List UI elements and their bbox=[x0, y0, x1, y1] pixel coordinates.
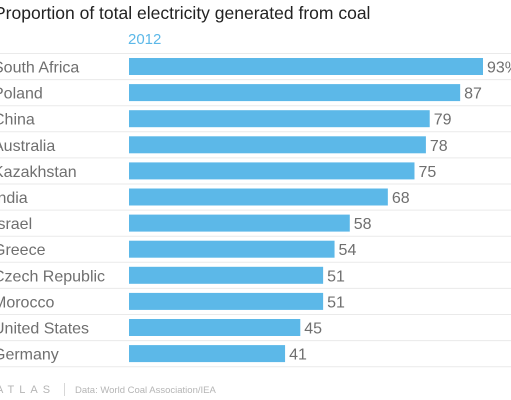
bar bbox=[129, 58, 483, 75]
chart-title: Proportion of total electricity generate… bbox=[0, 3, 371, 23]
bar bbox=[129, 266, 324, 284]
source-note: Data: World Coal Association/IEA bbox=[75, 385, 216, 396]
value-label: 41 bbox=[289, 347, 307, 364]
value-label: 87 bbox=[464, 86, 482, 103]
category-label: South Africa bbox=[0, 60, 79, 77]
bar bbox=[129, 345, 286, 363]
value-label: 78 bbox=[430, 138, 448, 155]
bar bbox=[129, 240, 335, 258]
value-label: 51 bbox=[327, 294, 345, 311]
bar bbox=[129, 110, 430, 128]
value-label: 51 bbox=[327, 268, 345, 285]
value-label: 79 bbox=[434, 112, 452, 129]
bar bbox=[129, 214, 350, 232]
category-label: China bbox=[0, 112, 35, 129]
brand-logo: ATLAS bbox=[0, 384, 56, 396]
category-label: Czech Republic bbox=[0, 268, 105, 285]
category-label: Israel bbox=[0, 216, 32, 233]
value-label: 75 bbox=[418, 164, 436, 181]
value-label: 58 bbox=[354, 216, 372, 233]
bar bbox=[129, 136, 426, 154]
footer-divider bbox=[64, 383, 65, 396]
bar bbox=[129, 319, 301, 336]
bar bbox=[129, 292, 324, 310]
value-label: 45 bbox=[304, 321, 322, 338]
bar bbox=[129, 84, 461, 102]
category-label: India bbox=[0, 190, 28, 207]
bar-chart: South Africa 93% Poland 87 China 79 Australia 7… bbox=[0, 53, 511, 368]
category-label: Kazakhstan bbox=[0, 164, 77, 181]
chart-footer: ATLAS Data: World Coal Association/IEA bbox=[0, 383, 511, 400]
category-label: Australia bbox=[0, 138, 55, 155]
bar bbox=[129, 162, 415, 180]
value-label: 54 bbox=[339, 242, 357, 259]
category-label: Morocco bbox=[0, 294, 54, 311]
bar bbox=[129, 188, 388, 206]
value-label: 68 bbox=[392, 190, 410, 207]
value-label: 93% bbox=[487, 60, 511, 77]
chart-subtitle: 2012 bbox=[128, 31, 162, 48]
category-label: Poland bbox=[0, 86, 43, 103]
category-label: Greece bbox=[0, 242, 46, 259]
category-label: Germany bbox=[0, 347, 59, 364]
category-label: United States bbox=[0, 321, 89, 338]
